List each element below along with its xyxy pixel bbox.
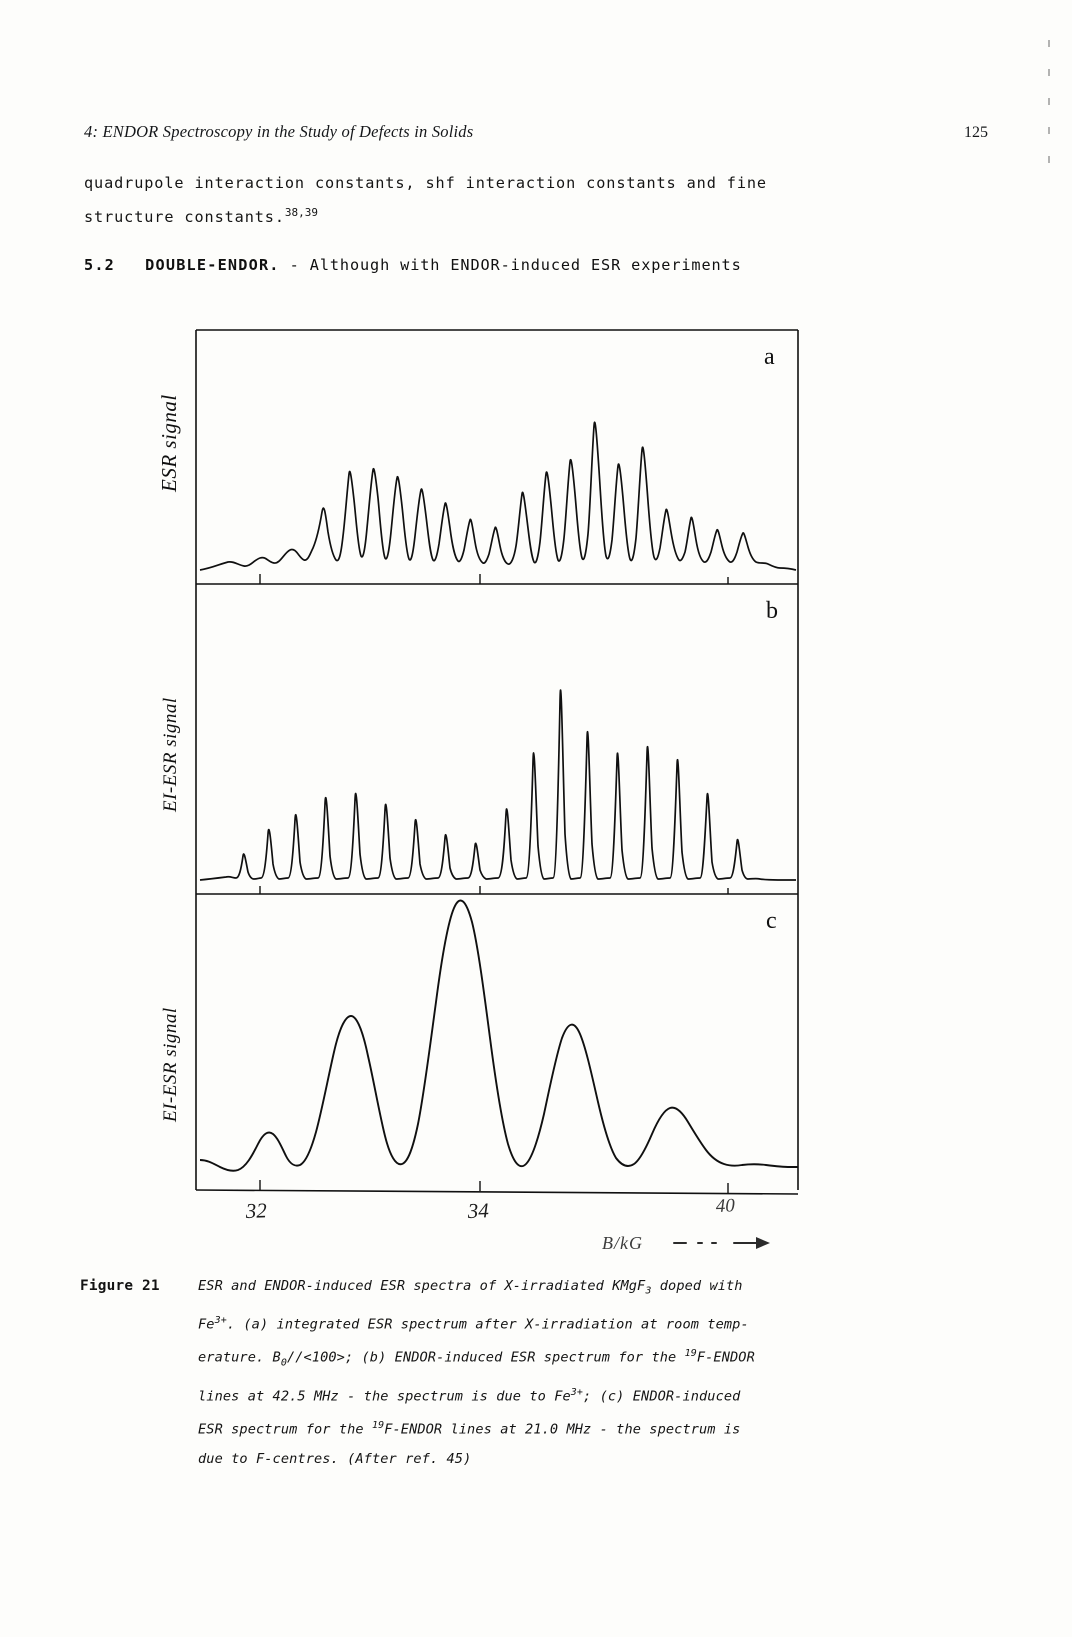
- x-axis-arrow: [673, 1237, 770, 1249]
- x-tick-label-0: 32: [244, 1198, 267, 1223]
- panel-a-trace: [199, 421, 797, 571]
- panel-b-ticks: [259, 886, 729, 894]
- caption-line-3: erature. B0//<100>; (b) ENDOR-induced ES…: [198, 1348, 755, 1369]
- figure-caption-body: ESR and ENDOR-induced ESR spectra of X-i…: [198, 1272, 960, 1474]
- panel-c-bottom-axis: [195, 1189, 799, 1195]
- caption-line-4: lines at 42.5 MHz - the spectrum is due …: [198, 1386, 741, 1405]
- panel-letter-b: b: [766, 598, 778, 624]
- caption-line-2: Fe3+. (a) integrated ESR spectrum after …: [198, 1314, 749, 1333]
- panel-c-trace: [199, 899, 798, 1172]
- section-title: DOUBLE-ENDOR.: [145, 256, 280, 274]
- body-line-1: quadrupole interaction constants, shf in…: [84, 174, 767, 192]
- figure-21: ESR signal EI-ESR signal EI-ESR signal a…: [150, 322, 810, 1262]
- scan-artifact-marks: [1048, 40, 1054, 180]
- panel-c-ticks: [259, 1180, 729, 1193]
- caption-line-6: due to F-centres. (After ref. 45): [198, 1450, 472, 1467]
- figure-caption-label: Figure 21: [80, 1278, 160, 1294]
- x-tick-label-2: 40: [715, 1195, 735, 1217]
- caption-line-1: ESR and ENDOR-induced ESR spectra of X-i…: [198, 1278, 743, 1297]
- body-line-2-text: structure constants.: [84, 208, 285, 227]
- caption-line-5: ESR spectrum for the 19F-ENDOR lines at …: [198, 1420, 741, 1438]
- section-lead-text: - Although with ENDOR-induced ESR experi…: [279, 256, 742, 274]
- running-head: 4: ENDOR Spectroscopy in the Study of De…: [84, 122, 988, 142]
- figure-caption: Figure 21 ESR and ENDOR-induced ESR spec…: [80, 1272, 960, 1474]
- section-number: 5.2: [84, 256, 116, 274]
- spectra-plot: ESR signal EI-ESR signal EI-ESR signal a…: [157, 329, 799, 1253]
- panel-b-trace: [199, 689, 796, 881]
- page-number: 125: [964, 124, 988, 141]
- panel-letter-c: c: [766, 908, 777, 934]
- x-axis-title: B/kG: [602, 1233, 643, 1253]
- body-line-2: structure constants.38,39: [84, 198, 914, 232]
- x-tick-label-1: 34: [466, 1198, 489, 1223]
- panel-c-ylabel: EI-ESR signal: [160, 1007, 181, 1123]
- panel-a-ylabel: ESR signal: [157, 394, 181, 493]
- panel-b-ylabel: EI-ESR signal: [160, 697, 181, 813]
- body-paragraph: quadrupole interaction constants, shf in…: [84, 168, 914, 232]
- panel-letter-a: a: [764, 344, 775, 370]
- panel-a-ticks: [259, 574, 729, 584]
- section-heading: 5.2 DOUBLE-ENDOR. - Although with ENDOR-…: [84, 256, 944, 274]
- running-head-title: 4: ENDOR Spectroscopy in the Study of De…: [84, 122, 474, 141]
- footnote-refs: 38,39: [284, 206, 318, 219]
